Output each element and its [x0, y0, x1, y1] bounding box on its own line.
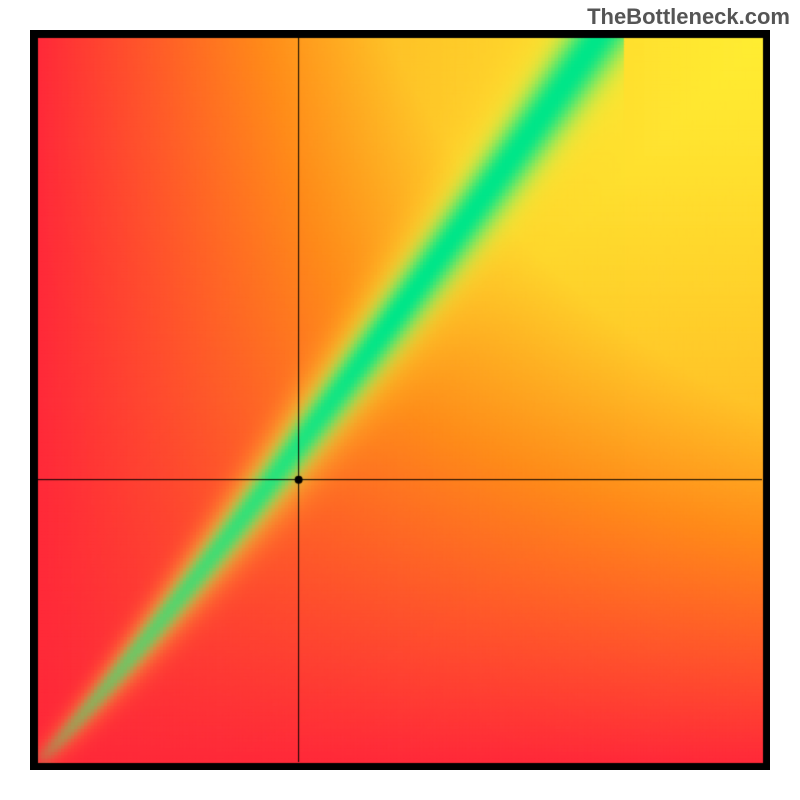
watermark-label: TheBottleneck.com — [587, 4, 790, 30]
bottleneck-heatmap — [30, 30, 770, 770]
heatmap-canvas — [30, 30, 770, 770]
root-container: TheBottleneck.com — [0, 0, 800, 800]
